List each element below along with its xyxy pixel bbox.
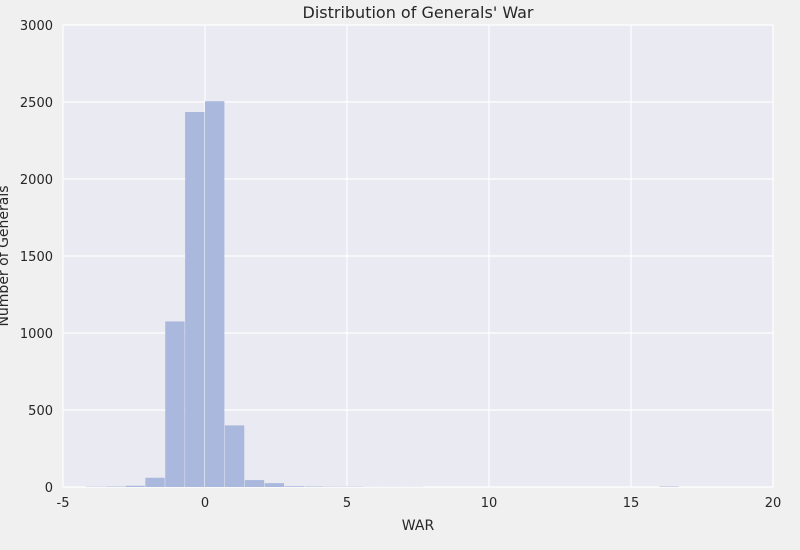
histogram-bar xyxy=(125,485,145,487)
histogram-bar xyxy=(165,321,185,487)
histogram-bar xyxy=(185,112,205,487)
y-tick-label: 1000 xyxy=(20,327,53,342)
histogram-bar xyxy=(244,480,265,487)
histogram-bar xyxy=(264,483,285,487)
tick-labels: -5 0 5 10 15 20 0 500 1000 1500 2000 2500 3000 xyxy=(20,19,781,511)
histogram-bar xyxy=(224,425,245,487)
y-tick-label: 2000 xyxy=(20,173,53,188)
histogram-bars xyxy=(85,101,679,487)
histogram-bar xyxy=(205,101,225,487)
x-tick-label: -5 xyxy=(57,496,70,511)
y-tick-label: 1500 xyxy=(20,250,53,265)
x-axis-label: WAR xyxy=(402,518,435,534)
x-tick-label: 20 xyxy=(765,496,782,511)
y-tick-label: 0 xyxy=(45,481,53,496)
x-tick-label: 5 xyxy=(343,496,351,511)
x-tick-label: 0 xyxy=(201,496,209,511)
y-tick-label: 3000 xyxy=(20,19,53,34)
chart-title: Distribution of Generals' War xyxy=(303,3,534,22)
histogram-bar xyxy=(145,477,165,487)
x-tick-label: 10 xyxy=(481,496,498,511)
y-axis-label: Number of Generals xyxy=(0,185,12,326)
histogram-bar xyxy=(284,486,304,487)
y-tick-label: 2500 xyxy=(20,96,53,111)
y-tick-label: 500 xyxy=(28,404,53,419)
x-tick-label: 15 xyxy=(623,496,640,511)
